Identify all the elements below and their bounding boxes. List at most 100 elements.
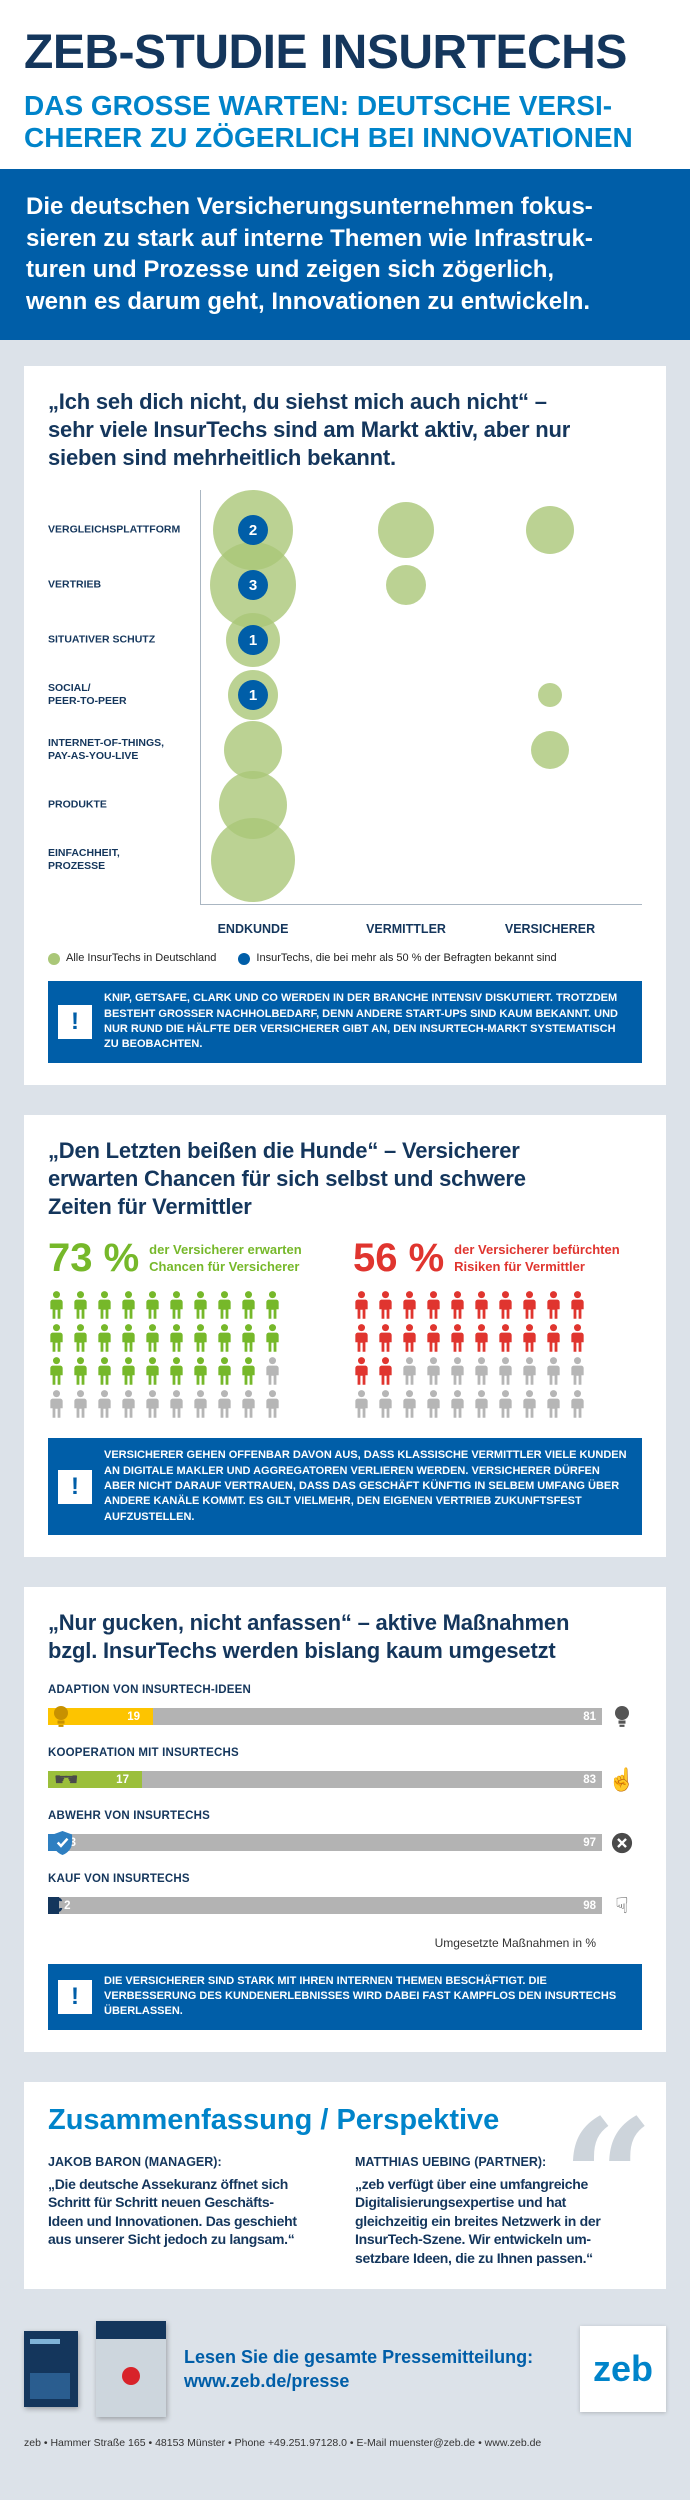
bar-rest-value: 97: [583, 1836, 596, 1849]
person-icon: [120, 1390, 137, 1419]
bubble-row-label: PRODUKTE: [48, 798, 107, 811]
person-icon: [264, 1390, 281, 1419]
person-icon: [377, 1324, 394, 1353]
people-grid-left: [48, 1291, 337, 1419]
person-icon: [401, 1324, 418, 1353]
legend-label: Alle InsurTechs in Deutschland: [66, 952, 217, 965]
person-icon: [264, 1357, 281, 1386]
section-insurtech-market: „Ich seh dich nicht, du siehst mich auch…: [24, 365, 666, 1085]
stats-row: 73 % der Versicherer erwarten Chancen fü…: [48, 1238, 642, 1278]
lightbulb-icon: [51, 1704, 71, 1730]
press-strip: Lesen Sie die gesamte Pressemitteilung: …: [0, 2319, 690, 2437]
person-icon: [120, 1324, 137, 1353]
person-icon: [545, 1357, 562, 1386]
bar-group: ADAPTION VON INSURTECH-IDEEN 19 81: [48, 1684, 642, 1731]
insurtech-bubble: [211, 818, 295, 903]
person-icon: [192, 1390, 209, 1419]
person-icon: [425, 1390, 442, 1419]
person-icon: [144, 1390, 161, 1419]
person-icon: [473, 1291, 490, 1320]
bar-row: 3 97: [48, 1829, 642, 1857]
header: ZEB-STUDIE INSURTECHS DAS GROSSE WARTEN:…: [0, 0, 690, 170]
person-icon: [449, 1291, 466, 1320]
person-icon: [192, 1324, 209, 1353]
section-massnahmen: „Nur gucken, nicht anfassen“ – aktive Ma…: [24, 1587, 666, 2052]
known-count-badge: 2: [238, 515, 268, 546]
person-icon: [449, 1324, 466, 1353]
bar-value: 19: [127, 1710, 141, 1723]
bar-group: KOOPERATION MIT INSURTECHS 17 83 ☛☚ ☝: [48, 1747, 642, 1794]
bar-rest-value: 98: [583, 1899, 596, 1912]
person-icon: [425, 1291, 442, 1320]
person-icon: [72, 1324, 89, 1353]
warning-text: VERSICHERER GEHEN OFFENBAR DAVON AUS, DA…: [104, 1449, 627, 1523]
bar-track: 3 97: [48, 1830, 602, 1855]
bars-note: Umgesetzte Maßnahmen in %: [434, 1935, 596, 1950]
insurtech-bubble: [224, 721, 282, 780]
person-icon: [497, 1324, 514, 1353]
quote-matthias-uebing: MATTHIAS UEBING (PARTNER): „zeb verfügt …: [355, 2155, 642, 2267]
bar-row: 2 98 € ☟: [48, 1892, 642, 1920]
press-thumbnail-cover: [96, 2321, 166, 2418]
footer-text: zeb • Hammer Straße 165 • 48153 Münster …: [24, 2437, 542, 2450]
known-count-badge: 3: [238, 570, 268, 601]
person-icon: [72, 1291, 89, 1320]
press-thumbnail-study: [24, 2331, 78, 2408]
person-icon: [377, 1357, 394, 1386]
bubble-col-label: VERSICHERER: [504, 922, 596, 937]
known-count-badge: 1: [238, 680, 268, 711]
person-icon: [240, 1324, 257, 1353]
person-icon: [216, 1357, 233, 1386]
person-icon: [96, 1291, 113, 1320]
quote-author: MATTHIAS UEBING (PARTNER):: [355, 2154, 547, 2169]
section4-title: Zusammenfassung / Perspektive: [48, 2103, 500, 2136]
zeb-logo-text: zeb: [592, 2348, 653, 2390]
person-icon: [353, 1324, 370, 1353]
person-icon: [168, 1324, 185, 1353]
bubble-col-label: ENDKUNDE: [217, 922, 289, 937]
intro-band: Die deutschen Versicherungsunternehmen f…: [0, 169, 690, 340]
content: „Ich seh dich nicht, du siehst mich auch…: [0, 340, 690, 2290]
person-icon: [569, 1291, 586, 1320]
person-icon: [120, 1291, 137, 1320]
insurtech-bubble: [386, 565, 426, 606]
exclamation-icon: !: [58, 1005, 92, 1040]
person-icon: [497, 1357, 514, 1386]
handshake-icon: ☛☚: [54, 1769, 79, 1789]
person-icon: [425, 1357, 442, 1386]
person-icon: [48, 1324, 65, 1353]
person-icon: [48, 1357, 65, 1386]
person-icon: [216, 1291, 233, 1320]
person-icon: [425, 1324, 442, 1353]
person-icon: [240, 1357, 257, 1386]
bubble-row-label: INTERNET-OF-THINGS, PAY-AS-YOU-LIVE: [48, 737, 165, 763]
person-icon: [497, 1390, 514, 1419]
bubble-row-label: SOCIAL/ PEER-TO-PEER: [48, 682, 127, 708]
person-icon: [473, 1357, 490, 1386]
section-zusammenfassung: „ “ Zusammenfassung / Perspektive JAKOB …: [24, 2081, 666, 2290]
euro-icon: €: [51, 1893, 63, 1917]
insurtech-bubble-chart: VERGLEICHSPLATTFORM VERTRIEB SITUATIVER SC…: [48, 490, 642, 942]
press-line1: Lesen Sie die gesamte Pressemitteilung:: [184, 2346, 534, 2367]
bar-value: 2: [64, 1899, 71, 1912]
person-icon: [569, 1324, 586, 1353]
person-icon: [521, 1291, 538, 1320]
person-icon: [545, 1324, 562, 1353]
quote-jakob-baron: JAKOB BARON (MANAGER): „Die deutsche Ass…: [48, 2155, 335, 2267]
warning-box-2: ! VERSICHERER GEHEN OFFENBAR DAVON AUS, …: [48, 1438, 642, 1536]
person-icon: [401, 1390, 418, 1419]
press-url[interactable]: www.zeb.de/presse: [184, 2371, 350, 2392]
insurtech-bubble: [378, 502, 434, 559]
person-icon: [96, 1357, 113, 1386]
hand-point-icon: ☝: [608, 1766, 636, 1792]
exclamation-icon: !: [58, 1469, 92, 1504]
person-icon: [353, 1357, 370, 1386]
bar-value: 3: [69, 1836, 77, 1849]
person-icon: [144, 1324, 161, 1353]
y-axis-line: [200, 490, 201, 905]
bar-track: 17 83 ☛☚: [48, 1769, 602, 1789]
bar-segment: [48, 1708, 154, 1726]
quote-columns: JAKOB BARON (MANAGER): „Die deutsche Ass…: [48, 2155, 642, 2267]
person-icon: [569, 1390, 586, 1419]
shield-check-icon: [51, 1830, 74, 1856]
